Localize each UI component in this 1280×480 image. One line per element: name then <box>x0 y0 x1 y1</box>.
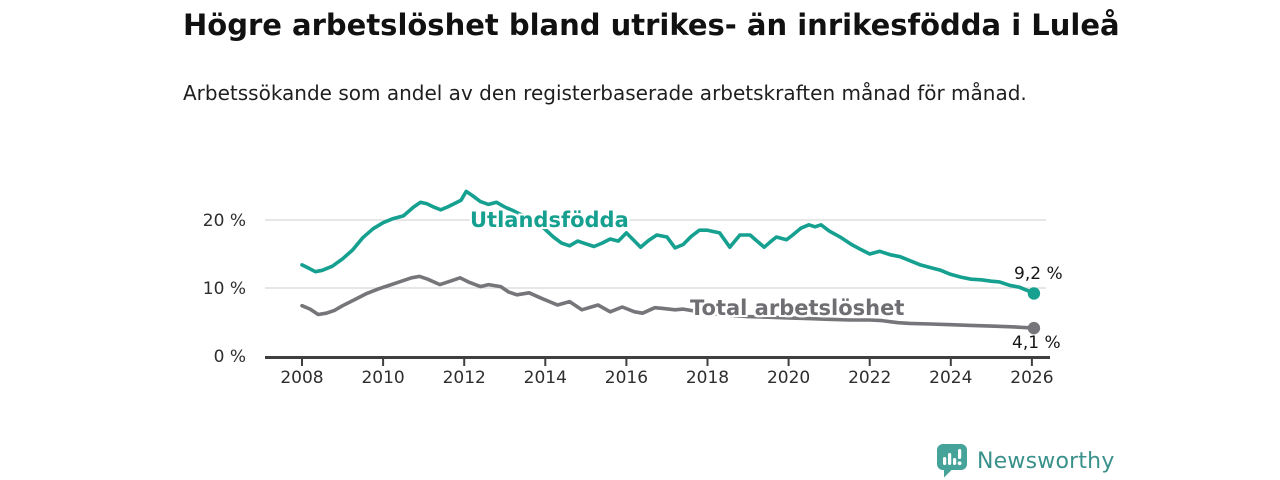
end-value-label-utlandsfodda: 9,2 % <box>1014 264 1063 284</box>
page-title: Högre arbetslöshet bland utrikes- än inr… <box>183 8 1120 42</box>
x-tick-label: 2012 <box>443 368 486 388</box>
y-tick-label: 10 % <box>203 279 246 299</box>
series-line-total <box>300 274 1036 330</box>
newsworthy-logo-text: Newsworthy <box>977 448 1115 474</box>
x-tick-label: 2026 <box>1010 368 1053 388</box>
page-subtitle: Arbetssökande som andel av den registerb… <box>183 81 1027 105</box>
x-tick-label: 2020 <box>767 368 810 388</box>
y-tick-label: 20 % <box>203 211 246 231</box>
series-end-dot-total <box>1027 321 1041 335</box>
series-label-utlandsfodda: Utlandsfödda <box>470 208 629 232</box>
x-tick-label: 2008 <box>280 368 323 388</box>
x-tick-label: 2022 <box>848 368 891 388</box>
series-label-total-arbetsloshet: Total arbetslöshet <box>690 296 905 320</box>
series-line-utlandsfodda <box>300 189 1036 296</box>
end-value-label-total: 4,1 % <box>1012 333 1061 353</box>
x-tick-label: 2016 <box>605 368 648 388</box>
x-tick-label: 2014 <box>524 368 567 388</box>
series-end-dot-utlandsfodda <box>1027 287 1041 300</box>
newsworthy-logo-icon <box>936 444 968 478</box>
x-tick-label: 2024 <box>929 368 972 388</box>
x-tick-label: 2018 <box>686 368 729 388</box>
y-tick-label: 0 % <box>214 347 246 367</box>
newsworthy-logo[interactable]: Newsworthy <box>936 444 1115 478</box>
x-tick-label: 2010 <box>361 368 404 388</box>
